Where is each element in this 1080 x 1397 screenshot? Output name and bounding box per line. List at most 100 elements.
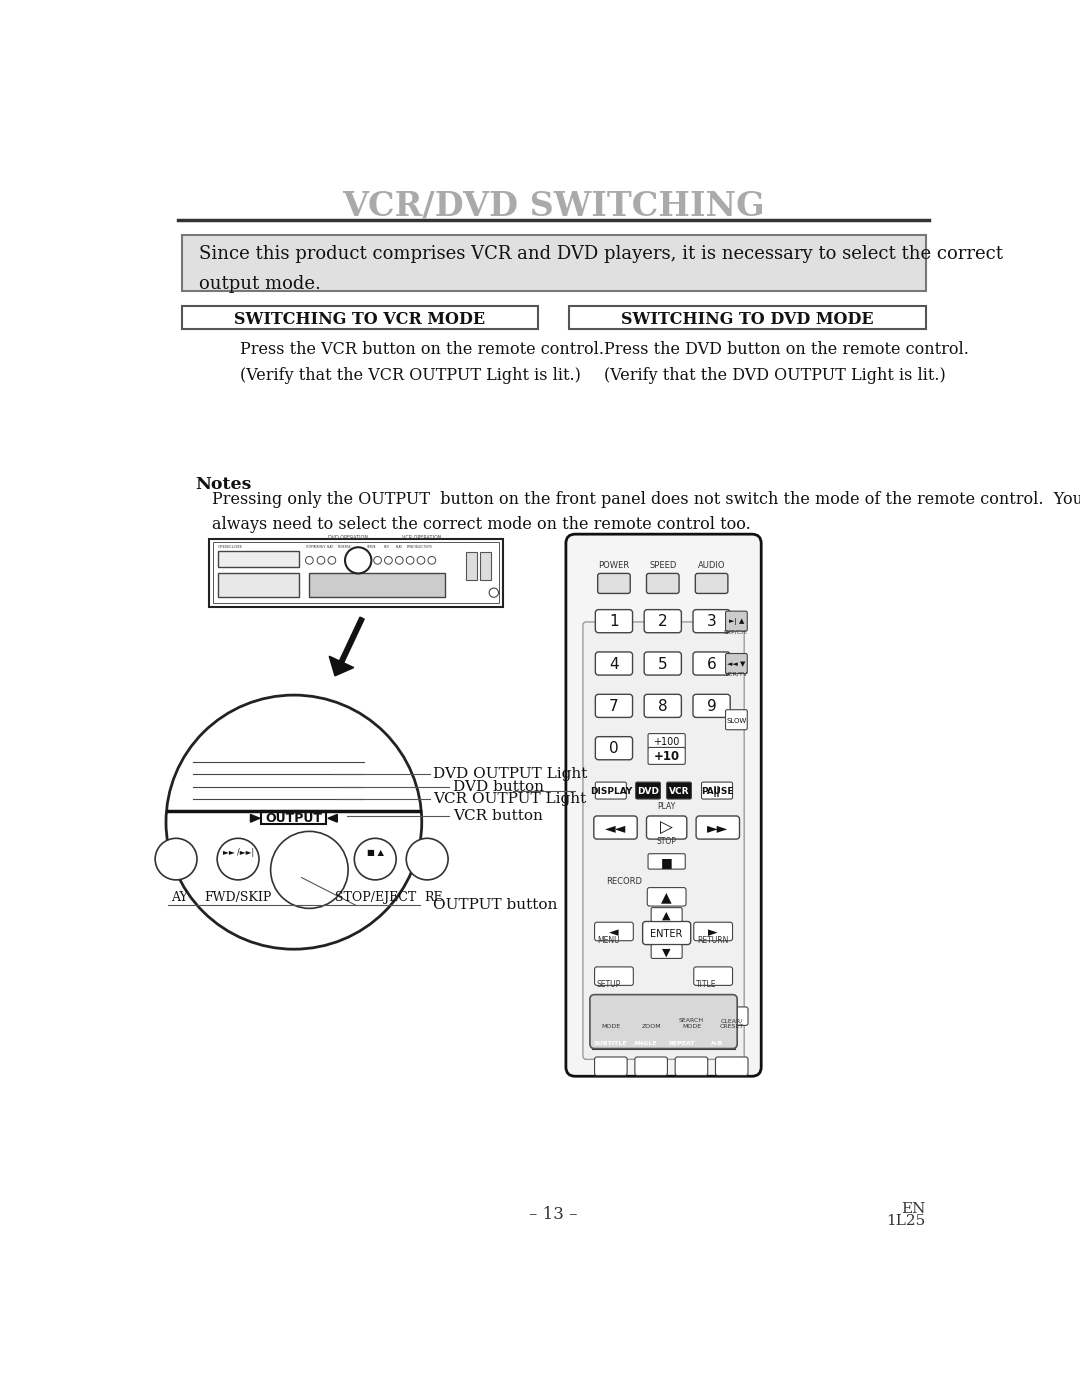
Text: ▼: ▼ bbox=[662, 947, 671, 957]
Text: DVD button: DVD button bbox=[453, 780, 543, 793]
Circle shape bbox=[384, 556, 392, 564]
Bar bbox=[213, 542, 499, 604]
Text: VCR OUTPUT Light: VCR OUTPUT Light bbox=[433, 792, 586, 806]
Text: OPEN/CLOSE: OPEN/CLOSE bbox=[218, 545, 243, 549]
Text: ◄◄ ▼: ◄◄ ▼ bbox=[727, 661, 745, 668]
FancyBboxPatch shape bbox=[595, 652, 633, 675]
Circle shape bbox=[354, 838, 396, 880]
FancyBboxPatch shape bbox=[595, 736, 633, 760]
FancyBboxPatch shape bbox=[702, 782, 732, 799]
FancyBboxPatch shape bbox=[566, 534, 761, 1076]
Text: EN: EN bbox=[901, 1201, 926, 1215]
Text: +100: +100 bbox=[653, 738, 679, 747]
FancyBboxPatch shape bbox=[595, 782, 626, 799]
Text: SETUP: SETUP bbox=[597, 981, 621, 989]
FancyBboxPatch shape bbox=[726, 610, 747, 631]
FancyBboxPatch shape bbox=[648, 733, 685, 749]
Text: VCR/DVD SWITCHING: VCR/DVD SWITCHING bbox=[342, 190, 765, 222]
Text: AUDIO: AUDIO bbox=[698, 562, 726, 570]
FancyBboxPatch shape bbox=[644, 652, 681, 675]
Text: PLAY: PLAY bbox=[395, 545, 403, 549]
Text: DVD OUTPUT Light: DVD OUTPUT Light bbox=[433, 767, 588, 781]
Text: TITLE: TITLE bbox=[697, 981, 717, 989]
FancyBboxPatch shape bbox=[594, 816, 637, 840]
Circle shape bbox=[345, 548, 372, 573]
Text: 6: 6 bbox=[706, 657, 716, 672]
Text: ▲: ▲ bbox=[662, 911, 671, 921]
Text: Notes: Notes bbox=[195, 475, 252, 493]
Text: SLOW: SLOW bbox=[726, 718, 746, 724]
FancyBboxPatch shape bbox=[715, 1058, 748, 1076]
Text: 5: 5 bbox=[658, 657, 667, 672]
Text: 9: 9 bbox=[706, 698, 716, 714]
Text: SELECT/SYS: SELECT/SYS bbox=[415, 545, 432, 549]
Text: Press the VCR button on the remote control.
(Verify that the VCR OUTPUT Light is: Press the VCR button on the remote contr… bbox=[240, 341, 604, 384]
Text: FFWD: FFWD bbox=[407, 545, 415, 549]
FancyBboxPatch shape bbox=[696, 573, 728, 594]
Text: REPEAT: REPEAT bbox=[669, 1041, 694, 1045]
Polygon shape bbox=[251, 814, 260, 823]
Text: Pressing only the OUTPUT  button on the front panel does not switch the mode of : Pressing only the OUTPUT button on the f… bbox=[213, 490, 1080, 534]
FancyBboxPatch shape bbox=[643, 922, 691, 944]
FancyBboxPatch shape bbox=[647, 573, 679, 594]
Bar bbox=[592, 1037, 734, 1049]
FancyArrow shape bbox=[329, 617, 364, 676]
Bar bbox=[208, 539, 503, 606]
Text: SWITCHING TO DVD MODE: SWITCHING TO DVD MODE bbox=[621, 310, 874, 328]
Text: VCR OPERATION: VCR OPERATION bbox=[402, 535, 442, 541]
Text: PLAY: PLAY bbox=[658, 802, 676, 812]
Circle shape bbox=[318, 556, 325, 564]
Text: ■: ■ bbox=[661, 856, 673, 869]
Text: STOP: STOP bbox=[306, 545, 313, 549]
Bar bbox=[181, 236, 926, 291]
Text: RECORD: RECORD bbox=[606, 877, 643, 886]
FancyBboxPatch shape bbox=[675, 1007, 707, 1025]
Text: 1L25: 1L25 bbox=[887, 1214, 926, 1228]
FancyBboxPatch shape bbox=[697, 816, 740, 840]
Text: Since this product comprises VCR and DVD players, it is necessary to select the : Since this product comprises VCR and DVD… bbox=[199, 244, 1002, 293]
Text: 3: 3 bbox=[706, 615, 716, 630]
Bar bbox=[218, 550, 299, 567]
Circle shape bbox=[217, 838, 259, 880]
Text: SWITCHING TO VCR MODE: SWITCHING TO VCR MODE bbox=[234, 310, 485, 328]
Text: VCR button: VCR button bbox=[453, 809, 542, 823]
Circle shape bbox=[406, 838, 448, 880]
Text: SEARCH
MODE: SEARCH MODE bbox=[679, 1018, 704, 1030]
FancyBboxPatch shape bbox=[651, 908, 683, 922]
Text: ►► /►►|: ►► /►►| bbox=[222, 848, 254, 858]
Text: ►►: ►► bbox=[707, 821, 728, 835]
FancyBboxPatch shape bbox=[647, 816, 687, 840]
Text: ENTER: ENTER bbox=[650, 929, 683, 939]
Text: VCR/TV: VCR/TV bbox=[725, 672, 748, 676]
Text: SPEED: SPEED bbox=[649, 562, 676, 570]
Bar bbox=[465, 552, 476, 580]
Text: PAUSE: PAUSE bbox=[701, 787, 733, 796]
FancyBboxPatch shape bbox=[726, 710, 747, 729]
Text: PLAY: PLAY bbox=[327, 545, 334, 549]
Text: 0: 0 bbox=[609, 742, 619, 757]
FancyBboxPatch shape bbox=[636, 782, 661, 799]
Text: 4: 4 bbox=[609, 657, 619, 672]
Text: DISPLAY: DISPLAY bbox=[590, 787, 632, 796]
Circle shape bbox=[406, 556, 414, 564]
Text: SERVE: SERVE bbox=[366, 545, 376, 549]
Bar bbox=[480, 552, 490, 580]
Bar bbox=[569, 306, 926, 330]
Text: REV: REV bbox=[383, 545, 390, 549]
FancyBboxPatch shape bbox=[644, 694, 681, 718]
FancyBboxPatch shape bbox=[693, 967, 732, 985]
Text: ►: ► bbox=[708, 926, 718, 939]
Text: VCR: VCR bbox=[669, 787, 689, 796]
Circle shape bbox=[395, 556, 403, 564]
Text: CLEAR/
CRESET: CLEAR/ CRESET bbox=[719, 1018, 744, 1030]
FancyBboxPatch shape bbox=[595, 922, 633, 940]
FancyBboxPatch shape bbox=[635, 1058, 667, 1076]
Text: ◄: ◄ bbox=[609, 926, 619, 939]
FancyBboxPatch shape bbox=[595, 1058, 627, 1076]
Bar bbox=[218, 573, 299, 598]
FancyBboxPatch shape bbox=[597, 573, 631, 594]
Circle shape bbox=[417, 556, 424, 564]
Text: RETURN: RETURN bbox=[698, 936, 729, 944]
Text: STOP: STOP bbox=[657, 837, 676, 847]
Text: Press the DVD button on the remote control.
(Verify that the DVD OUTPUT Light is: Press the DVD button on the remote contr… bbox=[604, 341, 969, 384]
